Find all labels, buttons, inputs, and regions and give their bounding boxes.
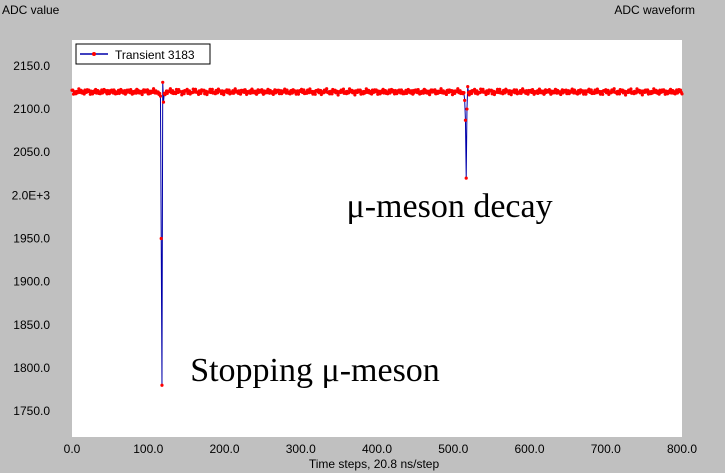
data-point: [640, 93, 644, 97]
annotation-1: Stopping μ-meson: [190, 352, 440, 389]
legend-swatch-marker: [92, 52, 96, 56]
y-tick-label: 2.0E+3: [12, 188, 51, 202]
plot-area: [72, 40, 682, 437]
x-tick-label: 700.0: [591, 442, 621, 456]
y-tick-label: 1900.0: [13, 275, 50, 289]
data-point: [444, 92, 448, 97]
data-point: [199, 91, 203, 96]
data-point: [129, 87, 133, 92]
x-axis-ticks: 0.0 100.0 200.0 300.0 400.0 500.0 600.0 700.0 80…: [64, 442, 698, 456]
data-point: [547, 87, 551, 92]
y-tick-label: 2050.0: [13, 145, 50, 159]
y-tick-label: 1750.0: [13, 404, 50, 418]
data-point: [473, 87, 477, 91]
legend: Transient 3183: [75, 43, 211, 65]
data-point: [463, 118, 468, 122]
data-point: [168, 87, 172, 91]
data-point: [158, 94, 163, 98]
y-tick-label: 1850.0: [13, 318, 50, 332]
data-point: [161, 100, 166, 104]
y-tick-label: 1950.0: [13, 232, 50, 246]
data-point: [364, 87, 368, 91]
data-point: [336, 93, 340, 97]
data-point: [106, 89, 110, 93]
data-point: [466, 85, 470, 89]
data-point: [464, 176, 468, 180]
data-point: [193, 87, 198, 91]
legend-box: [75, 43, 211, 65]
data-point: [416, 87, 420, 92]
annotations: μ-meson decay Stopping μ-meson: [190, 188, 552, 389]
data-point: [629, 87, 633, 91]
data-point: [509, 93, 513, 97]
data-point: [498, 87, 502, 91]
data-point: [680, 92, 684, 96]
data-point: [601, 92, 605, 96]
data-point: [210, 87, 214, 91]
data-point: [598, 92, 603, 96]
data-point: [606, 88, 610, 92]
data-point: [481, 87, 485, 91]
y-tick-label: 2100.0: [13, 102, 50, 116]
data-point: [341, 87, 346, 91]
x-tick-label: 100.0: [133, 442, 163, 456]
data-point: [465, 107, 469, 111]
annotation-0: μ-meson decay: [347, 188, 553, 225]
data-point: [617, 92, 622, 96]
data-point: [302, 88, 306, 92]
window-right-title: ADC waveform: [614, 3, 695, 17]
y-tick-label: 1800.0: [13, 361, 50, 375]
series-transient: [70, 80, 684, 387]
data-point: [612, 87, 616, 91]
x-tick-label: 600.0: [514, 442, 544, 456]
data-point: [623, 93, 628, 97]
data-point: [158, 91, 162, 96]
data-point: [140, 92, 144, 97]
x-tick-label: 200.0: [209, 442, 239, 456]
data-point: [296, 92, 301, 96]
data-point: [191, 87, 195, 91]
data-point: [559, 92, 563, 97]
data-point: [159, 236, 163, 241]
data-point: [325, 87, 329, 91]
data-point: [428, 93, 432, 97]
data-point: [486, 91, 490, 96]
data-point: [151, 87, 156, 91]
data-point: [160, 383, 164, 387]
data-point: [584, 92, 588, 96]
data-point: [161, 80, 165, 84]
data-point: [635, 87, 639, 91]
data-point: [185, 87, 189, 91]
data-point: [330, 92, 334, 96]
data-point: [462, 91, 466, 95]
data-point: [347, 87, 352, 91]
data-point: [469, 91, 474, 96]
y-axis-ticks: 1750.0 1800.0 1850.0 1900.0 1950.0 2.0E+3 2050…: [12, 59, 51, 418]
data-point: [652, 87, 656, 91]
data-point: [313, 92, 317, 96]
data-point: [271, 92, 275, 96]
x-axis-label: Time steps, 20.8 ns/step: [309, 457, 440, 471]
data-point: [222, 93, 226, 97]
data-point: [182, 91, 186, 96]
window-left-title: ADC value: [2, 3, 60, 17]
data-point: [463, 98, 467, 103]
x-tick-label: 300.0: [286, 442, 316, 456]
x-tick-label: 800.0: [667, 442, 697, 456]
data-point: [572, 88, 577, 92]
x-tick-label: 0.0: [64, 442, 81, 456]
data-point: [433, 88, 437, 92]
legend-label: Transient 3183: [115, 48, 195, 62]
data-point: [589, 88, 593, 92]
data-point: [77, 87, 81, 91]
data-point: [233, 87, 237, 91]
x-tick-label: 500.0: [438, 442, 468, 456]
data-point: [285, 88, 289, 92]
x-tick-label: 400.0: [362, 442, 392, 456]
data-point: [353, 93, 357, 97]
data-point: [205, 92, 209, 97]
y-tick-label: 2150.0: [13, 59, 50, 73]
data-point: [456, 87, 460, 91]
